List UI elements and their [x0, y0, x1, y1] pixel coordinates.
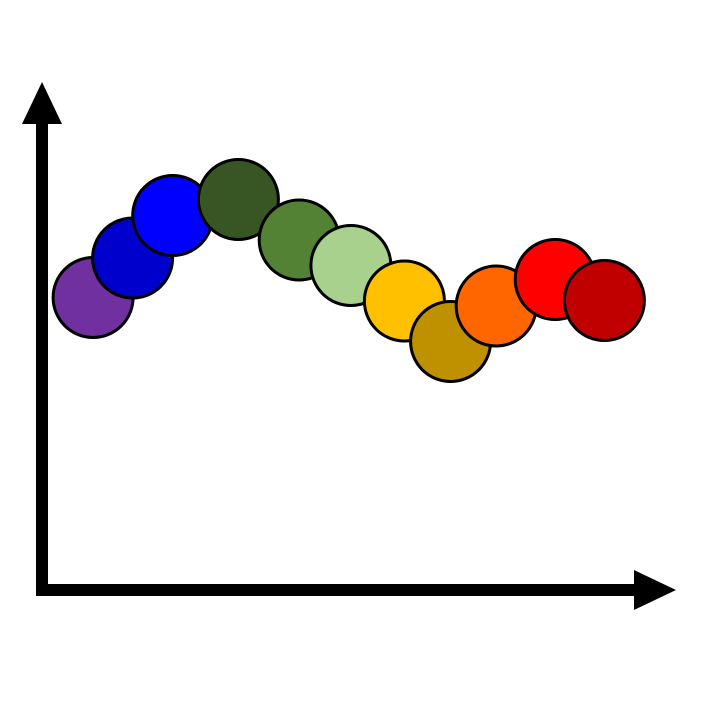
axes	[22, 82, 676, 610]
y-axis-arrow	[22, 82, 62, 124]
data-points	[51, 158, 646, 383]
x-axis-arrow	[634, 570, 676, 610]
data-point-11	[562, 259, 646, 342]
data-point-4	[196, 158, 280, 241]
